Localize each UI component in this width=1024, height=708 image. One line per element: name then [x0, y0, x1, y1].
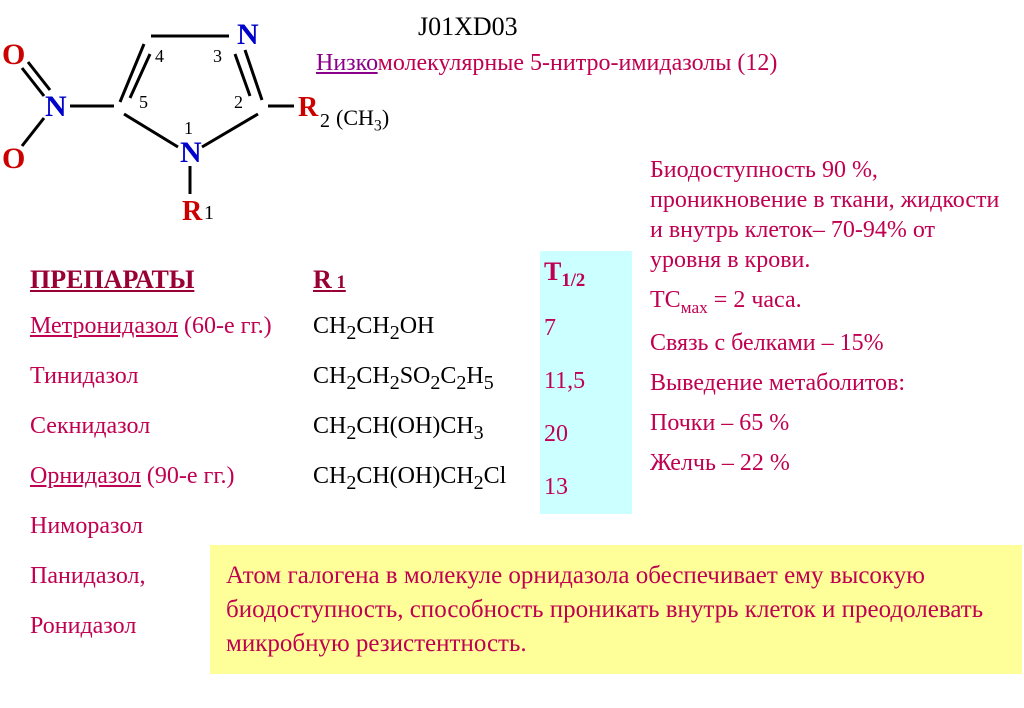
drugs-header: ПРЕПАРАТЫ [30, 265, 272, 295]
pk-column: Биодоступность 90 %, проникновение в тка… [650, 155, 1010, 488]
r1-formula: CH2CH(OH)CH3 [313, 413, 506, 443]
drug-row: Ниморазол [30, 513, 272, 543]
r-label-1: R [182, 196, 203, 226]
drug-name: Ниморазол [30, 513, 143, 539]
atom-n1: N [180, 136, 202, 169]
r1-formula: CH2CH2OH [313, 313, 506, 343]
drug-row: Орнидазол (90-е гг.) [30, 463, 272, 493]
atc-code: J01XD03 [418, 12, 518, 42]
pos-1: 1 [184, 118, 193, 138]
pk-protein: Связь с белками – 15% [650, 328, 1010, 358]
drug-row: Метронидазол (60-е гг.) [30, 313, 272, 343]
drug-name: Метронидазол [30, 313, 178, 339]
t12-column: Т1/2 711,52013 [540, 251, 632, 514]
pos-2: 2 [234, 92, 243, 112]
molecule-svg: N N 3 4 5 1 2 N O O R R [0, 6, 320, 226]
drug-row: Тинидазол [30, 363, 272, 393]
r1-header: R 1 [313, 265, 506, 295]
r1-column: R 1 CH2CH2OH CH2CH2SO2C2H5 CH2CH(OH)CH3 CH2… [313, 265, 506, 513]
halogen-note: Атом галогена в молекуле орнидазола обес… [210, 545, 1022, 674]
pk-tcmax: ТСмах = 2 часа. [650, 285, 1010, 318]
pk-bioavail: Биодоступность 90 %, проникновение в тка… [650, 155, 1010, 275]
drug-note: (60-е гг.) [178, 313, 272, 339]
r1-formula: CH2CH2SO2C2H5 [313, 363, 506, 393]
pos-5: 5 [139, 92, 148, 112]
drug-note: (90-е гг.) [141, 463, 235, 489]
r1-formula: CH2CH(OH)CH2Cl [313, 463, 506, 493]
pos-4: 4 [155, 46, 164, 66]
t12-value: 7 [540, 302, 632, 355]
atom-o2: O [2, 142, 25, 175]
atom-o1: O [2, 38, 25, 71]
pk-bile: Желчь – 22 % [650, 448, 1010, 478]
r-label-2: R [298, 92, 319, 123]
r1-subscript: 1 [204, 202, 214, 225]
drug-name: Тинидазол [30, 363, 138, 389]
molecule-structure: N N 3 4 5 1 2 N O O R R [0, 6, 300, 206]
r2-annotation: (CH3) [336, 105, 389, 135]
drug-name: Секнидазол [30, 413, 150, 439]
t12-value: 13 [540, 461, 632, 514]
t12-header: Т1/2 [540, 251, 632, 302]
header-title: Низкомолекулярные 5-нитро-имидазолы (12) [316, 50, 777, 77]
pk-metab: Выведение метаболитов: [650, 368, 1010, 398]
t12-value: 11,5 [540, 355, 632, 408]
atom-n-nitro: N [45, 90, 67, 123]
atom-n3: N [237, 18, 259, 51]
r2-subscript: 2 [320, 110, 330, 133]
pk-kidney: Почки – 65 % [650, 408, 1010, 438]
pos-3: 3 [213, 46, 222, 66]
t12-value: 20 [540, 408, 632, 461]
drug-row: Секнидазол [30, 413, 272, 443]
drug-name: Орнидазол [30, 463, 141, 489]
drug-name: Ронидазол [30, 613, 136, 639]
drug-name: Панидазол, [30, 563, 146, 589]
